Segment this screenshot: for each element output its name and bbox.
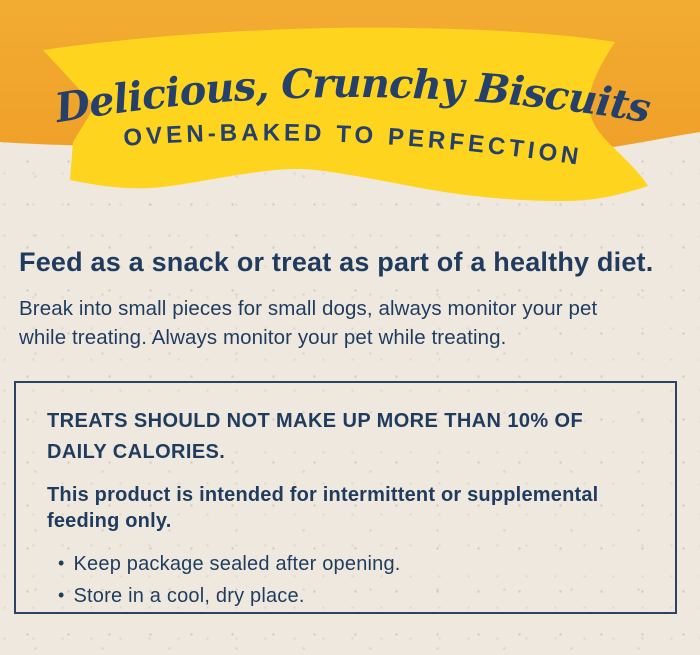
feeding-body-text: Break into small pieces for small dogs, … <box>19 294 683 352</box>
list-item: • Keep package sealed after opening. <box>58 548 657 580</box>
guidelines-heading-line-2: DAILY CALORIES. <box>47 441 226 463</box>
yellow-ribbon <box>43 27 648 201</box>
list-item: • Store in a cool, dry place. <box>58 580 657 612</box>
guidelines-subheading-line-2: feeding only. <box>47 510 172 532</box>
guidelines-heading: TREATS SHOULD NOT MAKE UP MORE THAN 10% … <box>47 406 657 468</box>
hero-banner-graphic: Delicious, Crunchy Biscuits OVEN-BAKED T… <box>0 0 700 201</box>
feeding-headline: Feed as a snack or treat as part of a he… <box>19 247 654 277</box>
storage-bullet-list: • Keep package sealed after opening. • S… <box>58 548 657 612</box>
feeding-guidelines-box: TREATS SHOULD NOT MAKE UP MORE THAN 10% … <box>14 381 677 614</box>
bullet-icon: • <box>58 553 65 573</box>
feeding-body-line-1: Break into small pieces for small dogs, … <box>19 296 598 320</box>
feeding-advice-section: Feed as a snack or treat as part of a he… <box>19 246 683 352</box>
guidelines-subheading-line-1: This product is intended for intermitten… <box>47 484 599 506</box>
bullet-text-keep-sealed: Keep package sealed after opening. <box>73 553 401 575</box>
feeding-body-line-2: while treating. Always monitor your pet … <box>19 326 507 350</box>
guidelines-heading-line-1: TREATS SHOULD NOT MAKE UP MORE THAN 10% … <box>47 410 584 432</box>
guidelines-subheading: This product is intended for intermitten… <box>47 482 657 534</box>
bullet-text-store-cool: Store in a cool, dry place. <box>73 585 305 607</box>
bullet-icon: • <box>58 585 65 605</box>
